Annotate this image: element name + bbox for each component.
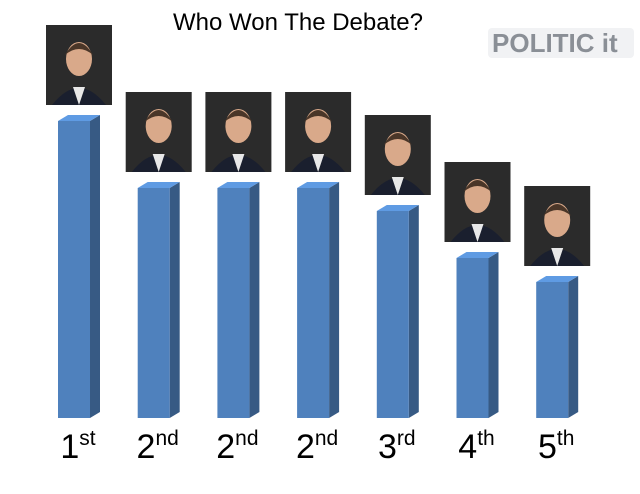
portrait-hair xyxy=(224,110,253,122)
bar-top xyxy=(536,276,579,282)
bar xyxy=(456,252,499,418)
portrait xyxy=(125,92,192,172)
bar-front xyxy=(456,258,489,418)
bar xyxy=(376,205,419,418)
portrait xyxy=(285,92,352,172)
portrait xyxy=(46,25,112,105)
portrait-hair xyxy=(144,110,173,122)
chart-title: Who Won The Debate? xyxy=(173,9,423,36)
logo: POLITIC it xyxy=(488,28,634,58)
x-tick-label: 3rd xyxy=(378,427,416,466)
bar-front xyxy=(297,188,330,418)
logo-text: POLITIC it xyxy=(492,28,618,58)
bar xyxy=(58,115,100,418)
x-tick-label: 2nd xyxy=(216,427,258,466)
x-tick-label: 2nd xyxy=(296,427,338,466)
x-tick-label: 5th xyxy=(538,427,574,466)
bar-front xyxy=(217,188,250,418)
portrait-hair xyxy=(383,133,412,145)
bar-front xyxy=(376,211,409,418)
bar xyxy=(297,182,340,418)
bar-side xyxy=(169,182,180,418)
bar-top xyxy=(456,252,499,258)
portrait-face xyxy=(66,42,92,76)
portrait-hair xyxy=(463,180,492,192)
bar-top xyxy=(297,182,340,188)
x-tick-label: 2nd xyxy=(137,427,179,466)
bar-side xyxy=(329,182,340,418)
bar-top xyxy=(58,115,100,121)
portrait xyxy=(364,115,431,195)
bar-top xyxy=(217,182,260,188)
portrait-face xyxy=(145,109,172,143)
portrait-face xyxy=(544,203,571,237)
portrait-hair xyxy=(304,110,333,122)
portrait-face xyxy=(464,179,491,213)
x-tick-label: 1st xyxy=(60,427,95,466)
portrait-shirt xyxy=(391,177,404,195)
bar-side xyxy=(249,182,260,418)
portrait-shirt xyxy=(152,154,165,172)
portrait-hair xyxy=(65,43,93,55)
portrait xyxy=(205,92,272,172)
logo-background xyxy=(488,28,634,58)
bar-front xyxy=(137,188,170,418)
portrait xyxy=(444,162,511,242)
bar xyxy=(217,182,260,418)
portrait-face xyxy=(384,132,411,166)
bar xyxy=(536,276,579,418)
portrait-hair xyxy=(543,204,572,216)
portrait-face xyxy=(225,109,252,143)
bar-side xyxy=(90,115,100,418)
bar-front xyxy=(58,121,90,418)
bar-side xyxy=(488,252,499,418)
bar-top xyxy=(137,182,180,188)
portrait xyxy=(524,186,591,266)
portrait-face xyxy=(305,109,332,143)
portrait-shirt xyxy=(551,248,564,266)
portrait-shirt xyxy=(471,224,484,242)
bar xyxy=(137,182,180,418)
bar-side xyxy=(408,205,419,418)
bar-front xyxy=(536,282,569,418)
portrait-shirt xyxy=(73,87,85,105)
portrait-shirt xyxy=(232,154,245,172)
bar-side xyxy=(568,276,579,418)
bar-top xyxy=(376,205,419,211)
x-tick-label: 4th xyxy=(458,427,494,466)
portrait-shirt xyxy=(312,154,325,172)
